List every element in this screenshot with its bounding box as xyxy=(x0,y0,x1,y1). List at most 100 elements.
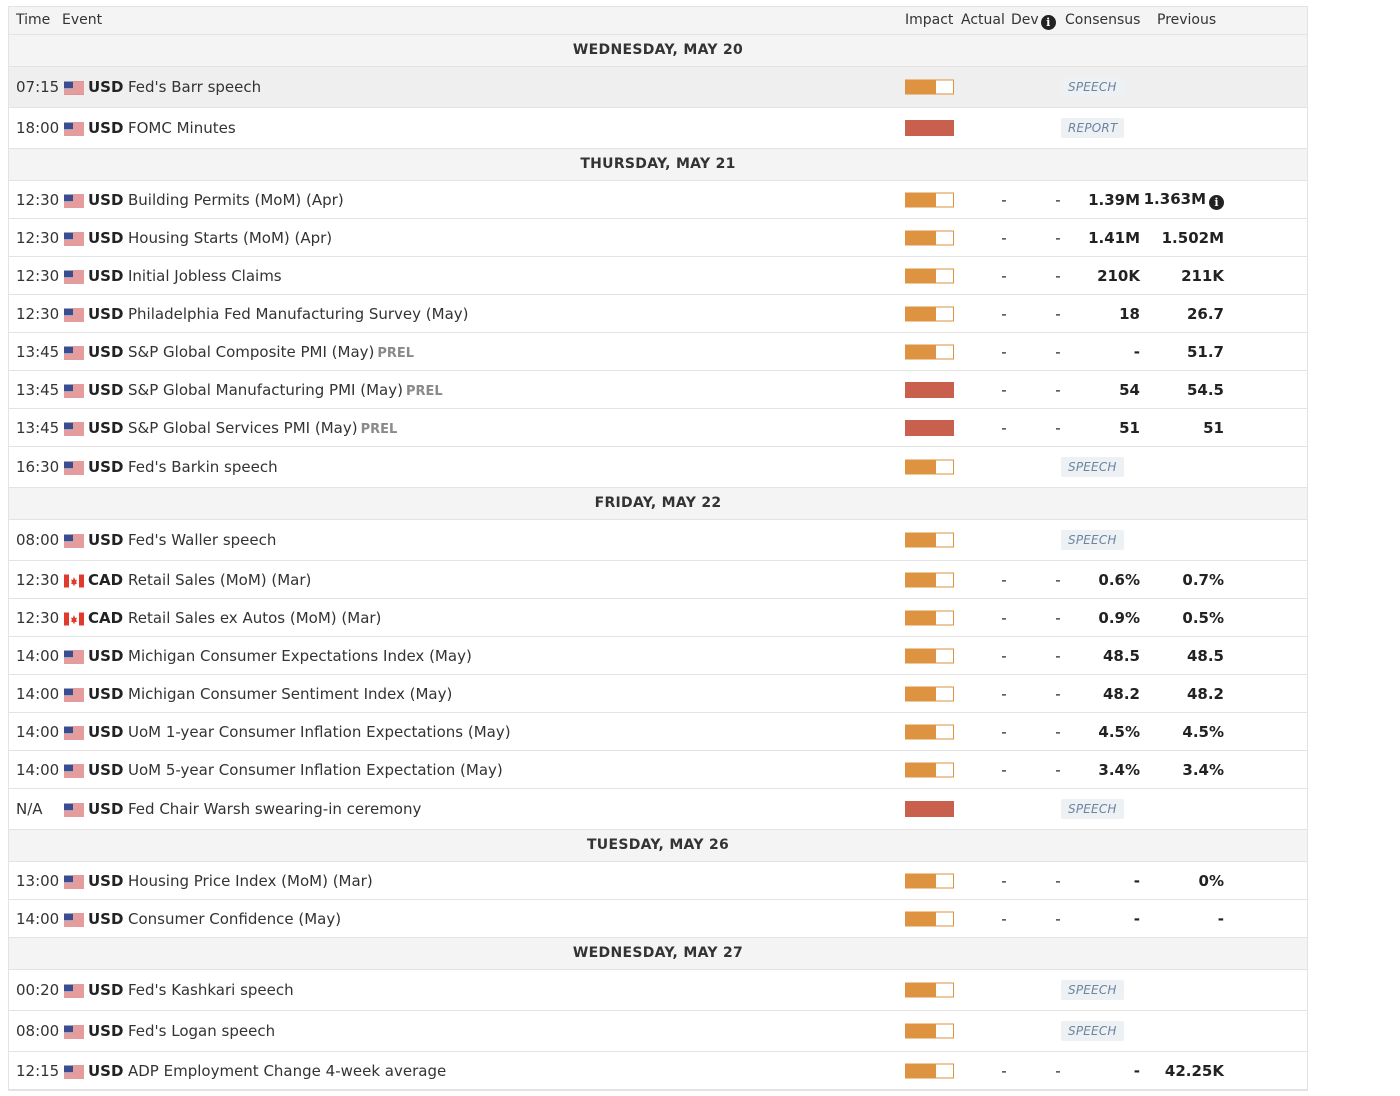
prel-tag: PREL xyxy=(377,345,415,361)
event-time: 00:20 xyxy=(16,981,60,999)
event-currency: USD xyxy=(88,1061,124,1080)
impact-bar xyxy=(905,801,954,817)
event-row[interactable]: 00:20 USD Fed's Kashkari speech SPEECH xyxy=(9,970,1307,1011)
event-row[interactable]: 16:30 USD Fed's Barkin speech SPEECH xyxy=(9,447,1307,488)
event-name[interactable]: Housing Price Index (MoM) (Mar) xyxy=(128,872,373,890)
previous-value-text: - xyxy=(1217,909,1224,928)
col-event-header[interactable]: Event xyxy=(62,12,103,28)
event-row[interactable]: 14:00 USD UoM 5-year Consumer Inflation Ex… xyxy=(9,751,1307,789)
event-row[interactable]: 08:00 USD Fed's Logan speech SPEECH xyxy=(9,1011,1307,1052)
previous-value: 211K xyxy=(1181,267,1224,285)
info-icon[interactable]: i xyxy=(1209,194,1224,210)
consensus-value: 4.5% xyxy=(1098,722,1140,741)
event-row[interactable]: 14:00 USD Consumer Confidence (May) - - - - xyxy=(9,900,1307,938)
event-row[interactable]: 14:00 USD UoM 1-year Consumer Inflation Ex… xyxy=(9,713,1307,751)
impact-bar xyxy=(905,762,954,777)
col-previous-header[interactable]: Previous xyxy=(1157,12,1217,28)
col-consensus-header[interactable]: Consensus xyxy=(1065,12,1141,28)
event-currency: USD xyxy=(88,646,124,665)
info-icon[interactable]: i xyxy=(1040,15,1056,30)
ca-flag-icon xyxy=(64,611,84,625)
consensus-value: - xyxy=(1133,871,1140,890)
deviation-value: - xyxy=(1055,722,1061,741)
event-row[interactable]: 08:00 USD Fed's Waller speech SPEECH xyxy=(9,520,1307,561)
event-name[interactable]: S&P Global Services PMI (May) PREL xyxy=(128,419,397,437)
event-row[interactable]: 13:00 USD Housing Price Index (MoM) (Mar) -… xyxy=(9,862,1307,900)
event-name[interactable]: ADP Employment Change 4-week average xyxy=(128,1062,446,1080)
event-row[interactable]: 18:00 USD FOMC Minutes REPORT xyxy=(9,108,1307,149)
event-name[interactable]: UoM 1-year Consumer Inflation Expectatio… xyxy=(128,723,511,741)
previous-value-text: 54.5 xyxy=(1186,380,1224,399)
event-time: N/A xyxy=(16,800,43,818)
event-row[interactable]: 12:30 USD Building Permits (MoM) (Apr) - - 1.… xyxy=(9,181,1307,219)
event-name[interactable]: Building Permits (MoM) (Apr) xyxy=(128,191,344,209)
event-name[interactable]: Philadelphia Fed Manufacturing Survey (M… xyxy=(128,305,469,323)
event-row[interactable]: 13:45 USD S&P Global Composite PMI (May) PR… xyxy=(9,333,1307,371)
event-row[interactable]: 12:30 CAD Retail Sales ex Autos (MoM) (Mar… xyxy=(9,599,1307,637)
impact-bar xyxy=(905,982,954,998)
event-row[interactable]: N/A USD Fed Chair Warsh swearing-in ceremo… xyxy=(9,789,1307,830)
event-row[interactable]: 07:15 USD Fed's Barr speech SPEECH xyxy=(9,67,1307,108)
event-name[interactable]: Housing Starts (MoM) (Apr) xyxy=(128,229,332,247)
impact-bar xyxy=(905,230,954,245)
consensus-value: - xyxy=(1133,909,1140,928)
day-header: TUESDAY, MAY 26 xyxy=(9,830,1307,862)
event-name-text: Fed's Barkin speech xyxy=(128,458,278,476)
actual-value: - xyxy=(1001,608,1007,627)
event-name[interactable]: Fed's Waller speech xyxy=(128,531,276,549)
impact-bar xyxy=(905,724,954,739)
event-currency: USD xyxy=(88,266,124,285)
impact-bar xyxy=(905,120,954,136)
impact-bar xyxy=(905,686,954,701)
event-name-text: UoM 1-year Consumer Inflation Expectatio… xyxy=(128,722,511,741)
event-name-text: Fed's Waller speech xyxy=(128,531,277,549)
event-name[interactable]: Consumer Confidence (May) xyxy=(128,910,341,928)
event-row[interactable]: 12:15 USD ADP Employment Change 4-week ave… xyxy=(9,1052,1307,1090)
event-name[interactable]: Michigan Consumer Expectations Index (Ma… xyxy=(128,647,472,665)
impact-bar xyxy=(905,1023,954,1039)
event-row[interactable]: 12:30 CAD Retail Sales (MoM) (Mar) - - 0.6% 0.… xyxy=(9,561,1307,599)
previous-value-text: 51 xyxy=(1203,418,1224,437)
event-name[interactable]: Initial Jobless Claims xyxy=(128,267,282,285)
consensus-value: 0.9% xyxy=(1098,608,1140,627)
event-name[interactable]: S&P Global Manufacturing PMI (May) PREL xyxy=(128,381,443,399)
event-row[interactable]: 14:00 USD Michigan Consumer Expectations I… xyxy=(9,637,1307,675)
event-name[interactable]: Fed's Barkin speech xyxy=(128,458,278,476)
previous-value-text: 51.7 xyxy=(1186,342,1224,361)
event-time: 12:30 xyxy=(16,190,60,209)
col-dev-header[interactable]: Dev i xyxy=(1011,12,1056,30)
event-name[interactable]: Michigan Consumer Sentiment Index (May) xyxy=(128,685,452,703)
us-flag-icon xyxy=(64,269,84,283)
event-type-badge: SPEECH xyxy=(1061,457,1124,477)
event-name[interactable]: S&P Global Composite PMI (May) PREL xyxy=(128,343,414,361)
col-time-header[interactable]: Time xyxy=(16,12,51,28)
event-name[interactable]: Retail Sales ex Autos (MoM) (Mar) xyxy=(128,609,381,627)
event-name[interactable]: UoM 5-year Consumer Inflation Expectatio… xyxy=(128,761,503,779)
event-row[interactable]: 13:45 USD S&P Global Manufacturing PMI (Ma… xyxy=(9,371,1307,409)
event-name[interactable]: Fed's Barr speech xyxy=(128,78,261,96)
event-currency: CAD xyxy=(88,570,124,589)
col-impact-header[interactable]: Impact xyxy=(905,12,954,28)
event-name[interactable]: FOMC Minutes xyxy=(128,119,236,137)
prel-tag: PREL xyxy=(360,421,398,437)
event-row[interactable]: 12:30 USD Initial Jobless Claims - - 210K 211K xyxy=(9,257,1307,295)
us-flag-icon xyxy=(64,1064,84,1078)
consensus-value: 48.2 xyxy=(1102,684,1140,703)
event-name[interactable]: Fed's Kashkari speech xyxy=(128,981,294,999)
deviation-value: - xyxy=(1055,418,1061,437)
col-actual-header[interactable]: Actual xyxy=(961,12,1005,28)
event-row[interactable]: 13:45 USD S&P Global Services PMI (May) PRE… xyxy=(9,409,1307,447)
event-time: 12:30 xyxy=(16,304,60,323)
event-row[interactable]: 12:30 USD Housing Starts (MoM) (Apr) - - 1.41… xyxy=(9,219,1307,257)
deviation-value: - xyxy=(1055,1061,1061,1080)
actual-value: - xyxy=(1001,684,1007,703)
event-row[interactable]: 14:00 USD Michigan Consumer Sentiment Inde… xyxy=(9,675,1307,713)
event-name-text: Fed's Kashkari speech xyxy=(128,981,294,999)
previous-value-text: 42.25K xyxy=(1164,1061,1224,1080)
event-time: 14:00 xyxy=(16,646,60,665)
event-row[interactable]: 12:30 USD Philadelphia Fed Manufacturing S… xyxy=(9,295,1307,333)
us-flag-icon xyxy=(64,649,84,663)
event-name[interactable]: Retail Sales (MoM) (Mar) xyxy=(128,571,311,589)
event-name[interactable]: Fed's Logan speech xyxy=(128,1022,275,1040)
event-name[interactable]: Fed Chair Warsh swearing-in ceremony xyxy=(128,800,421,818)
